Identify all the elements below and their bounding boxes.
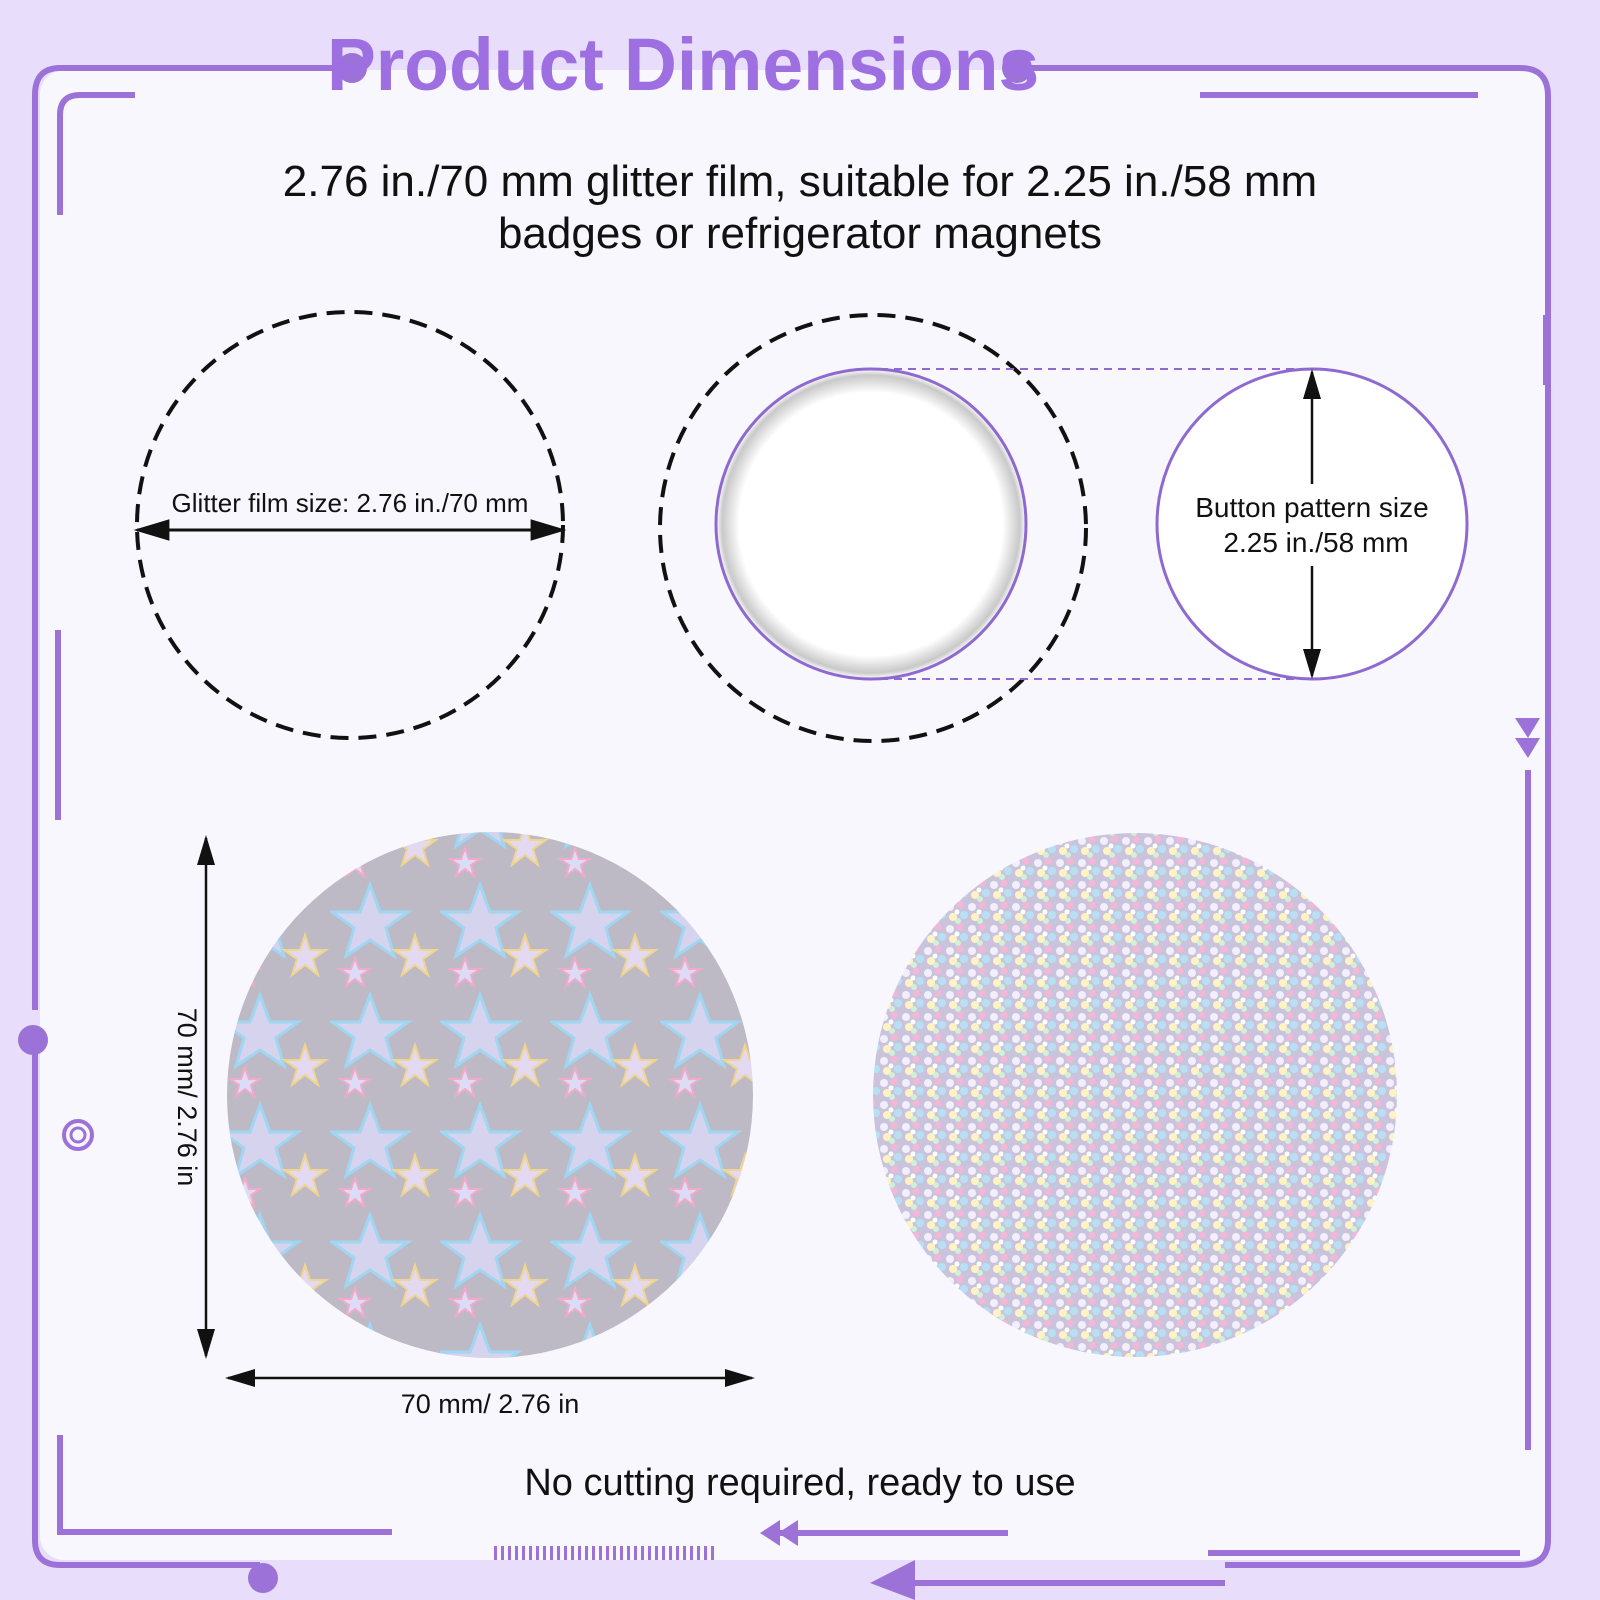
ornament-ring [69, 1126, 87, 1144]
frame-ornaments [18, 53, 1540, 1600]
frame [32, 65, 1551, 1586]
subtitle-line: 2.76 in./70 mm glitter film, suitable fo… [283, 157, 1317, 206]
film-label: Glitter film size: 2.76 in./70 mm [172, 488, 529, 518]
width-label: 70 mm/ 2.76 in [401, 1389, 580, 1419]
footer-note: No cutting required, ready to use [524, 1462, 1075, 1504]
button-label: Button pattern size [1195, 492, 1428, 523]
film-outline [658, 313, 1088, 743]
ornament-ring [62, 1119, 94, 1151]
star-film-sample [227, 832, 753, 1358]
button-outline [714, 367, 1028, 681]
height-label: 70 mm/ 2.76 in [172, 1008, 202, 1187]
panel [40, 70, 1550, 1560]
subtitle-line: badges or refrigerator magnets [498, 209, 1102, 258]
glitter-film-sample [873, 833, 1397, 1357]
button-label: 2.25 in./58 mm [1223, 527, 1408, 558]
title: Product Dimensions [327, 23, 1039, 106]
